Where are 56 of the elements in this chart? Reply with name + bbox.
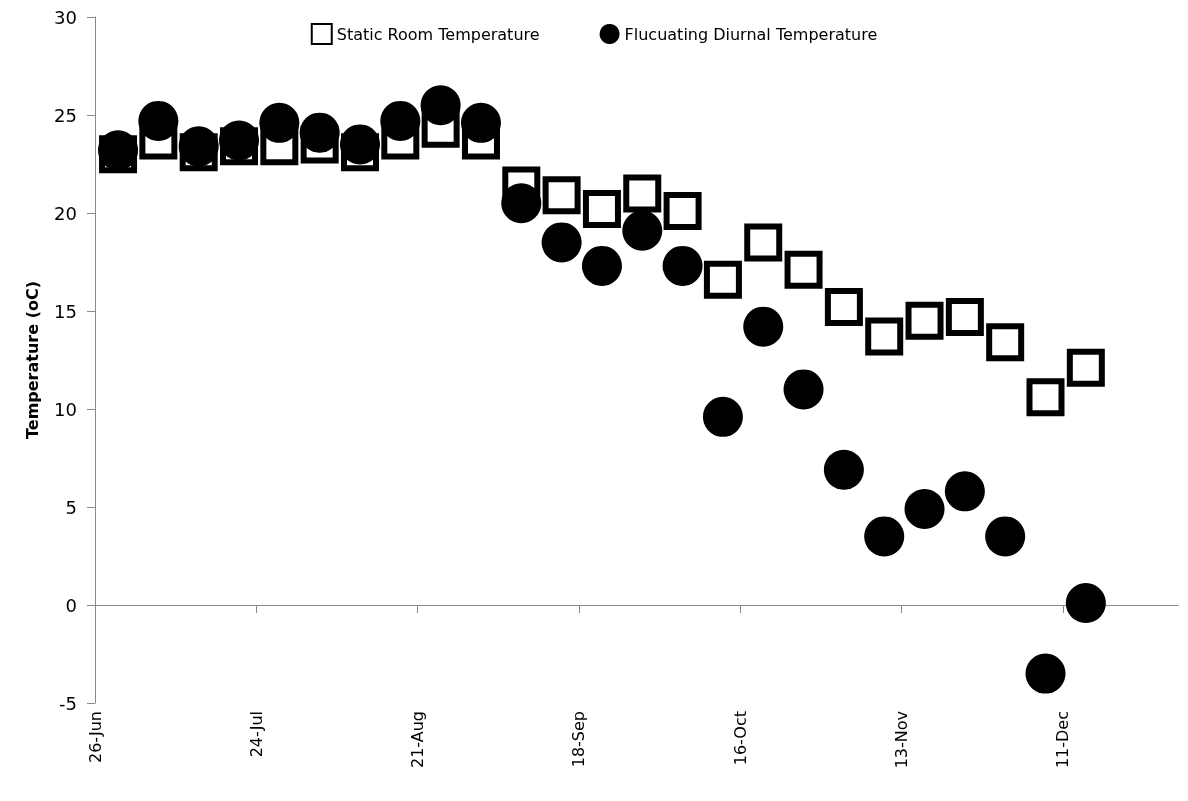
point [461,102,501,143]
legend-label: Static Room Temperature [336,24,540,44]
x-tick-label: 16-Oct [730,711,750,766]
y-tick-label: 20 [54,202,77,224]
point [905,301,944,340]
point [340,124,380,165]
y-tick-label: 30 [54,6,77,28]
point [945,297,984,336]
point [1065,583,1106,624]
point [622,210,663,251]
point [985,516,1026,557]
point [541,222,582,263]
x-tick-label: 18-Sep [569,711,589,768]
y-axis-title: Temperature (oC) [22,280,42,440]
point [783,369,824,410]
point [178,126,219,167]
point [259,102,300,143]
y-tick-label: 15 [54,300,77,322]
point [1066,348,1105,387]
point [380,100,421,141]
y-tick-label: 25 [54,104,77,126]
x-tick-label: 11-Dec [1053,711,1073,769]
point [865,317,904,356]
x-tick-label: 13-Nov [891,711,911,769]
point [542,176,581,215]
point [904,488,945,529]
point [501,183,542,224]
point [986,323,1025,362]
point [581,245,622,286]
point [1025,653,1066,694]
point [299,112,340,153]
point [744,223,783,262]
point [864,516,905,557]
point [138,100,179,141]
point [420,85,461,126]
point [703,260,742,299]
legend-label: Flucuating Diurnal Temperature [624,24,878,44]
point [663,192,702,231]
point [219,120,260,161]
y-tick-label: 10 [54,398,77,420]
x-tick-label: 24-Jul [246,711,266,758]
point [623,174,662,213]
point [582,190,621,229]
point [944,471,985,512]
x-tick-label: 26-Jun [85,711,105,764]
y-tick-label: -5 [59,692,77,714]
point [662,245,703,286]
point [1026,378,1065,417]
point [824,288,863,327]
x-tick-label: 21-Aug [408,711,428,769]
y-tick-label: 0 [65,594,77,616]
point [784,250,823,289]
point [702,396,743,437]
point [823,449,864,490]
point [743,306,784,347]
y-tick-label: 5 [65,496,77,518]
